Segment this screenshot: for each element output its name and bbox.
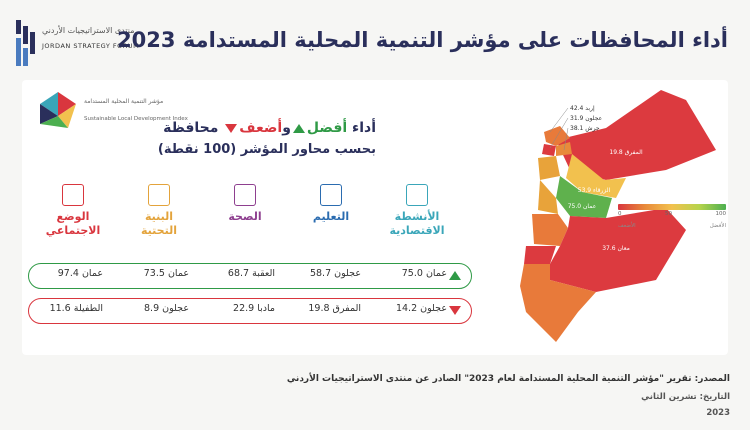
map-region-aqaba xyxy=(520,264,596,342)
map-label-amman: عمان 75.0 xyxy=(568,203,597,210)
map-region-balqa xyxy=(538,156,560,180)
headline-conj: و xyxy=(282,120,291,136)
headline-suffix: محافظة xyxy=(163,120,219,136)
map-label-maan: معان 37.6 xyxy=(602,245,630,252)
worst-row-triangle-icon xyxy=(449,306,461,315)
map-region-mafraq xyxy=(556,90,716,180)
axis-health-label: الصحة xyxy=(228,210,262,223)
map-region-karak xyxy=(532,214,568,246)
best-row-triangle-icon xyxy=(449,271,461,280)
axis-social: الوضع الاجتماعي xyxy=(40,184,106,238)
source-note: المصدر: تقرير "مؤشر التنمية المحلية المس… xyxy=(286,374,730,384)
legend-gradient xyxy=(618,204,726,210)
map-region-amman xyxy=(556,176,612,218)
social-icon xyxy=(62,184,84,206)
map-annotation-jerash: جرش 38.1 xyxy=(570,125,600,132)
axis-infrastructure-label1: البنية xyxy=(144,210,174,223)
best-health: العقبة 68.7 xyxy=(227,268,275,279)
index-logo: مؤشر التنمية المحلية المستدامة Sustainab… xyxy=(38,90,188,135)
axis-infrastructure-label2: التحتية xyxy=(141,224,177,237)
map-region-ajloun xyxy=(542,144,556,156)
page-title: أداء المحافظات على مؤشر التنمية المحلية … xyxy=(117,28,728,52)
axis-economic-label2: الاقتصادية xyxy=(389,224,445,237)
axis-economic: الأنشطة الاقتصادية xyxy=(384,184,450,238)
axis-education: التعليم xyxy=(298,184,364,224)
map-region-tafileh xyxy=(524,246,556,264)
map-legend: 0 50 100 الأضعف الأفضل xyxy=(618,204,726,229)
legend-min: 0 xyxy=(618,211,622,217)
worst-health: مادبا 22.9 xyxy=(233,303,275,314)
economic-icon xyxy=(406,184,428,206)
map-region-maan xyxy=(550,208,686,292)
legend-low: الأضعف xyxy=(618,223,636,229)
map-annotation-irbid: إربد 42.4 xyxy=(570,105,595,112)
worst-row: عجلون 14.2 المفرق 19.8 مادبا 22.9 عجلون … xyxy=(28,298,472,324)
index-logo-icon xyxy=(40,92,76,128)
best-education: عجلون 58.7 xyxy=(309,268,361,279)
worst-social: الطفيلة 11.6 xyxy=(49,303,103,314)
legend-max: 100 xyxy=(715,211,727,217)
map-label-zarqa: الزرقاء 53.9 xyxy=(578,187,611,194)
date-year: 2023 xyxy=(706,408,730,418)
axis-education-label: التعليم xyxy=(312,210,350,223)
map-label-mafraq: المفرق 19.8 xyxy=(609,149,643,156)
best-triangle-icon xyxy=(292,123,305,133)
worst-triangle-icon xyxy=(225,123,238,133)
jordan-map: المفرق 19.8 الزرقاء 53.9 عمان 75.0 معان … xyxy=(520,90,716,342)
headline-best: أفضل xyxy=(306,120,348,136)
jsf-logo: منتدى الاستراتيجيات الأردني JORDAN STRAT… xyxy=(14,14,164,74)
axis-infrastructure: البنية التحتية xyxy=(126,184,192,238)
best-economic: عمان 75.0 xyxy=(401,268,447,279)
axis-economic-label1: الأنشطة xyxy=(394,210,440,223)
headline-worst: أضعف xyxy=(239,120,283,136)
headline-prefix: أداء xyxy=(352,120,376,136)
axis-social-label2: الاجتماعي xyxy=(45,224,101,237)
index-logo-arabic: مؤشر التنمية المحلية المستدامة xyxy=(84,98,164,105)
worst-infrastructure: عجلون 8.9 xyxy=(144,303,189,314)
logo-english: JORDAN STRATEGY FORUM xyxy=(42,42,140,50)
best-infrastructure: عمان 73.5 xyxy=(143,268,189,279)
best-social: عمان 97.4 xyxy=(57,268,103,279)
infrastructure-icon xyxy=(148,184,170,206)
legend-labels: الأضعف الأفضل xyxy=(618,223,726,229)
axis-health: الصحة xyxy=(212,184,278,224)
date-label: التاريخ: تشرين الثاني xyxy=(641,392,730,402)
jsf-logo-icon xyxy=(16,20,35,66)
legend-mid: 50 xyxy=(665,211,672,217)
best-row: عمان 75.0 عجلون 58.7 العقبة 68.7 عمان 73… xyxy=(28,263,472,289)
worst-economic: عجلون 14.2 xyxy=(395,303,447,314)
map-annotation-ajloun: عجلون 31.9 xyxy=(570,115,602,122)
map-region-zarqa xyxy=(566,154,626,198)
headline-subtitle: بحسب محاور المؤشر (100 نقطة) xyxy=(157,142,376,157)
education-icon xyxy=(320,184,342,206)
axis-social-label1: الوضع xyxy=(56,210,90,223)
index-logo-english: Sustainable Local Development Index xyxy=(84,116,188,122)
map-region-madaba xyxy=(538,180,558,214)
logo-arabic: منتدى الاستراتيجيات الأردني xyxy=(42,26,135,35)
health-icon xyxy=(234,184,256,206)
worst-education: المفرق 19.8 xyxy=(308,303,361,314)
legend-numbers: 0 50 100 xyxy=(618,211,726,217)
headline: أداء أفضل وأضعف محافظة xyxy=(163,120,376,136)
legend-high: الأفضل xyxy=(709,223,726,229)
